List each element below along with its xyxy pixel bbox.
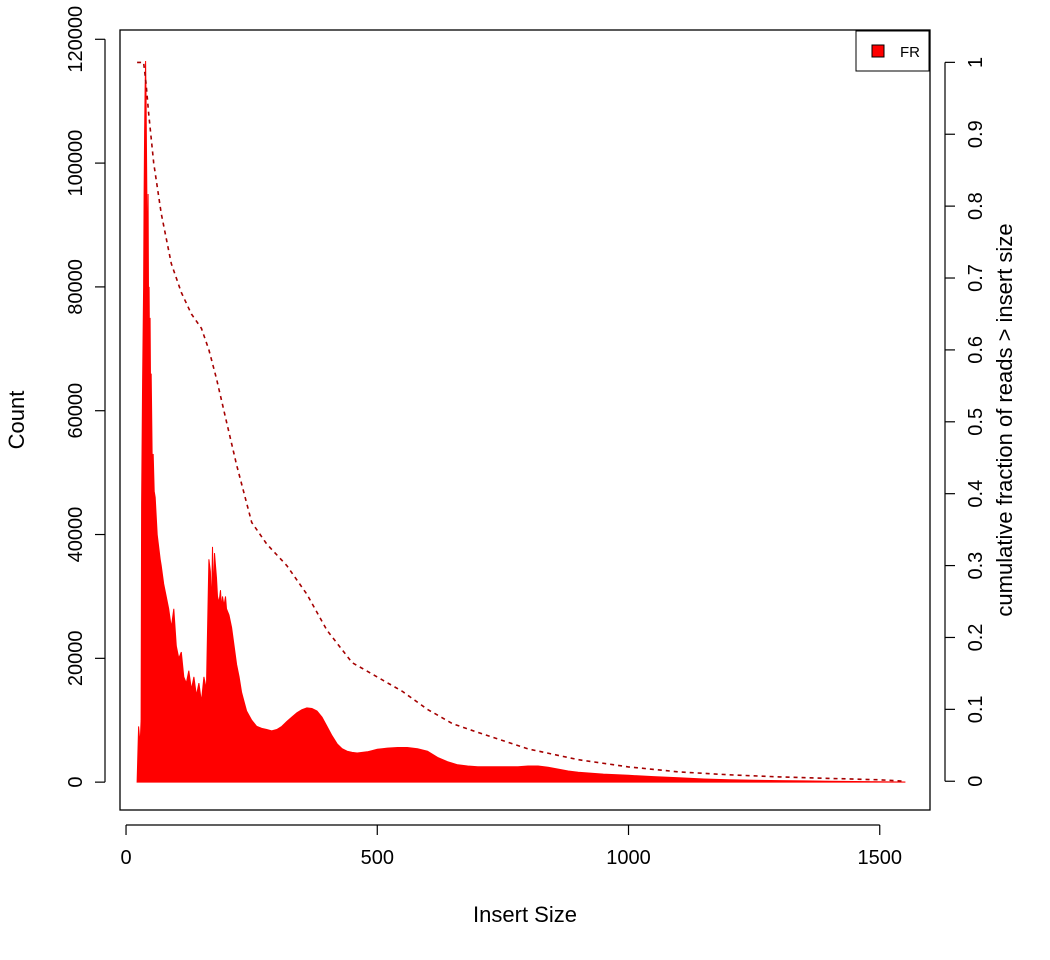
y2-tick-label: 0.6: [965, 336, 987, 364]
y2-tick-label: 0.4: [965, 480, 987, 508]
y2-tick-label: 0.9: [965, 120, 987, 148]
x-axis-title: Insert Size: [473, 902, 577, 927]
y2-tick-label: 0.8: [965, 192, 987, 220]
y2-tick-label: 0: [965, 776, 987, 787]
legend: FR: [855, 30, 930, 72]
x-tick-label: 1500: [858, 847, 903, 869]
y2-tick-label: 1: [965, 57, 987, 68]
legend-label-fr: FR: [900, 44, 920, 61]
x-tick-label: 0: [120, 847, 131, 869]
y-tick-label: 80000: [65, 259, 87, 315]
y-tick-label: 20000: [65, 630, 87, 686]
y-tick-label: 60000: [65, 383, 87, 439]
y2-tick-label: 0.1: [965, 695, 987, 723]
y2-tick-label: 0.7: [965, 264, 987, 292]
y-tick-label: 40000: [65, 507, 87, 563]
histogram-layer: [136, 60, 906, 783]
y2-tick-label: 0.5: [965, 408, 987, 436]
y-tick-label: 0: [65, 777, 87, 788]
y-tick-label: 100000: [65, 130, 87, 197]
y-axis-title: Count: [4, 391, 29, 450]
x-tick-label: 500: [361, 847, 394, 869]
y-tick-label: 120000: [65, 6, 87, 73]
legend-swatch-fr: [871, 44, 885, 58]
cumulative-series-line: [137, 61, 905, 782]
y2-tick-label: 0.2: [965, 624, 987, 652]
x-tick-label: 1000: [606, 847, 651, 869]
axes-layer: 0 500 1000 1500 0 20000 40000 60000 80000 100000 1…: [65, 6, 987, 869]
cumulative-layer: [137, 61, 905, 782]
histogram-series-fr: [136, 60, 906, 783]
y2-axis-title: cumulative fraction of reads > insert si…: [992, 223, 1017, 616]
plot-box: [119, 29, 931, 811]
y2-tick-label: 0.3: [965, 552, 987, 580]
legend-box: [855, 30, 930, 72]
